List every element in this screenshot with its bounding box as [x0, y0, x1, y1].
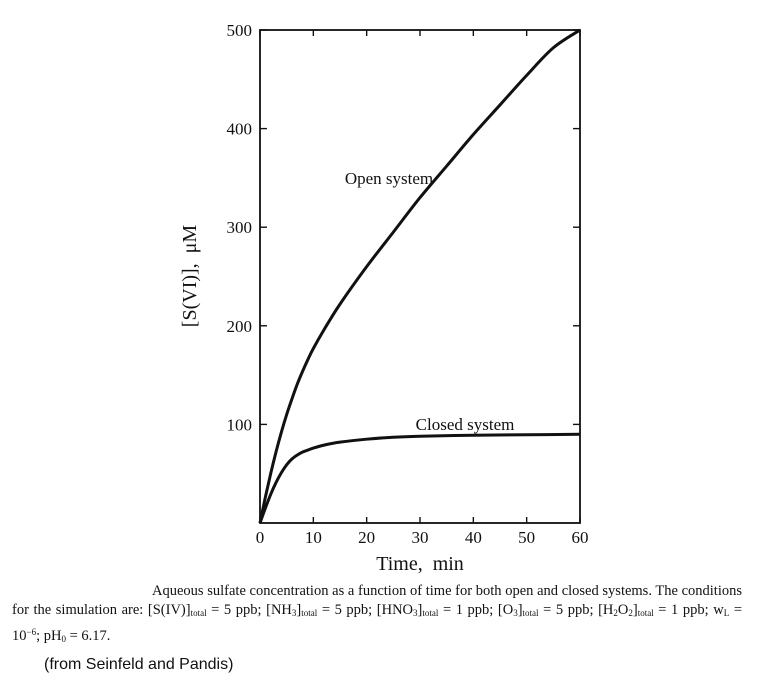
closed-system-line	[258, 432, 581, 524]
x-tick-label: 20	[358, 528, 375, 547]
y-tick-label: 300	[227, 218, 253, 237]
open-system-line	[258, 28, 581, 524]
y-tick-label: 200	[227, 317, 253, 336]
chart: 0 10 20 30 40 50 60 100 200 300 400 500 Open system…	[179, 21, 589, 575]
x-tick-label: 60	[572, 528, 589, 547]
axis-ticks: 0 10 20 30 40 50 60 100 200 300 400 500	[227, 21, 589, 547]
y-tick-label: 400	[227, 120, 253, 139]
x-tick-label: 0	[256, 528, 265, 547]
series-label-open: Open system	[345, 169, 433, 188]
source-note: (from Seinfeld and Pandis)	[44, 656, 234, 673]
x-axis-title: Time, min	[376, 553, 464, 575]
x-tick-label: 10	[305, 528, 322, 547]
series-layer	[258, 28, 581, 524]
y-tick-label: 500	[227, 21, 253, 40]
y-axis-title: [S(VI)], μM	[179, 225, 201, 328]
y-tick-label: 100	[227, 415, 253, 434]
x-tick-label: 30	[412, 528, 429, 547]
x-tick-label: 40	[465, 528, 482, 547]
x-tick-label: 50	[518, 528, 535, 547]
figure-caption: Aqueous sulfate concentration as a funct…	[12, 583, 742, 644]
series-label-closed: Closed system	[416, 415, 515, 434]
